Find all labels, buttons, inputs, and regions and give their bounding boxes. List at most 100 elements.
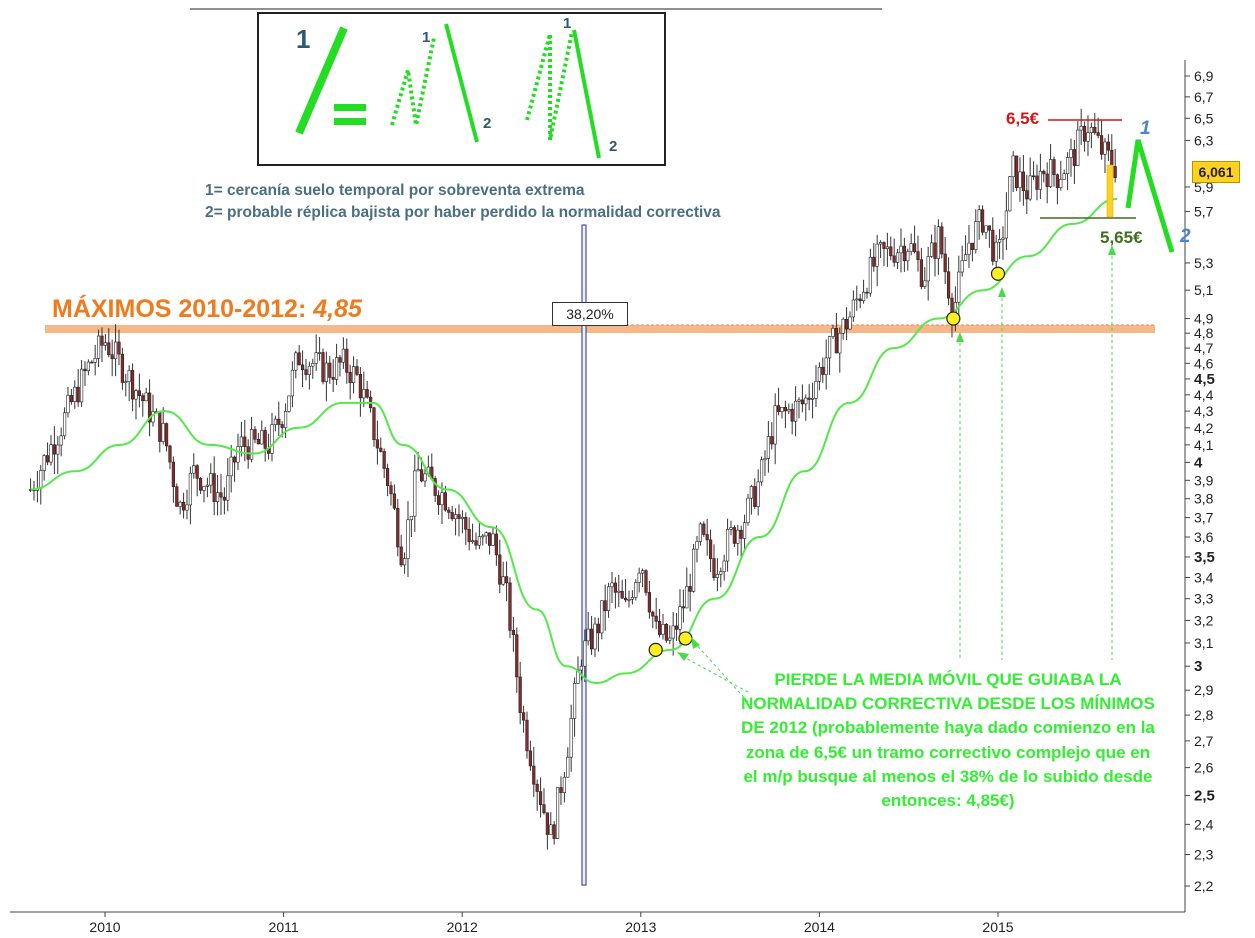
candle-body: [447, 509, 451, 513]
candle-body: [382, 451, 386, 469]
candle-body: [1110, 149, 1114, 167]
candle-body: [549, 824, 553, 835]
candle-body: [202, 486, 206, 491]
candle-body: [562, 776, 566, 793]
candle-body: [358, 374, 362, 399]
candle-body: [610, 582, 614, 588]
candle-body: [498, 554, 502, 585]
candle-body: [916, 251, 920, 260]
candle-body: [481, 535, 485, 538]
candle-body: [875, 243, 879, 267]
candle-body: [770, 436, 774, 445]
candle-body: [732, 527, 736, 544]
candle-body: [613, 582, 617, 593]
y-tick-label: 5,3: [1194, 255, 1214, 271]
y-tick-label: 2,3: [1194, 847, 1214, 863]
candle-body: [1086, 132, 1090, 142]
y-tick-label: 3,2: [1194, 612, 1214, 628]
candle-body: [1099, 135, 1104, 155]
x-tick-label: 2010: [89, 919, 120, 935]
candle-body: [511, 630, 515, 635]
candle-body: [634, 582, 638, 598]
candle-body: [606, 586, 611, 612]
candle-body: [865, 291, 869, 294]
candle-body: [1004, 210, 1008, 239]
candle-body: [980, 209, 985, 233]
candle-body: [644, 570, 648, 593]
candle-body: [59, 435, 63, 446]
x-tick-label: 2013: [625, 919, 656, 935]
candle-body: [827, 336, 832, 359]
candle-body: [817, 366, 821, 382]
candle-body: [76, 386, 80, 403]
candle-body: [749, 486, 753, 499]
candle-body: [399, 546, 403, 566]
legend-mark-1b: 1: [422, 29, 430, 46]
legend-mark-1c: 1: [563, 15, 571, 32]
candle-body: [664, 623, 668, 641]
candle-body: [1096, 132, 1100, 136]
candle-body: [889, 246, 893, 257]
candle-body: [195, 465, 199, 479]
candle-body: [766, 436, 770, 459]
projection-label-2: 2: [1179, 226, 1191, 247]
highlighted-lows: [648, 266, 1006, 657]
legend-line-2: 2= probable réplica bajista por haber pe…: [205, 204, 721, 221]
candle-body: [66, 395, 70, 414]
candle-body: [1011, 155, 1015, 177]
level-high-label: 6,5€: [1006, 109, 1040, 128]
candle-body: [375, 439, 379, 449]
y-axis-ticks: 6,96,76,56,35,95,75,35,14,94,84,74,64,54…: [1185, 68, 1215, 894]
y-tick-label: 6,5: [1194, 110, 1214, 126]
candle-body: [739, 529, 743, 539]
y-tick-label: 2,7: [1194, 733, 1214, 749]
legend-mark-2c: 2: [609, 138, 617, 155]
candle-body: [593, 623, 597, 650]
candle-body: [620, 590, 624, 599]
candle-body: [164, 423, 169, 447]
candle-body: [569, 718, 573, 758]
candle-body: [450, 512, 454, 520]
candle-body: [130, 370, 135, 400]
y-tick-label: 2,6: [1194, 760, 1214, 776]
y-tick-label: 3,1: [1194, 635, 1214, 651]
candle-body: [219, 492, 223, 498]
candle-body: [861, 291, 866, 302]
y-tick-label: 4,4: [1194, 387, 1214, 403]
y-tick-label: 4,8: [1194, 325, 1214, 341]
candle-body: [185, 504, 189, 511]
candle-body: [906, 251, 910, 262]
candle-body: [283, 411, 288, 428]
candle-body: [158, 411, 162, 442]
candle-body: [86, 361, 90, 372]
candle-body: [52, 444, 56, 455]
candle-body: [1093, 126, 1097, 133]
candle-body: [821, 366, 825, 375]
candle-body: [348, 372, 352, 383]
candle-body: [793, 400, 798, 422]
candle-body: [824, 357, 828, 375]
candle-body: [535, 783, 539, 792]
candle-body: [45, 455, 50, 463]
candle-body: [1038, 170, 1042, 190]
candle-body: [756, 481, 760, 507]
candle-body: [484, 532, 488, 537]
candle-body: [525, 719, 529, 752]
candle-body: [872, 256, 876, 267]
candle-body: [1025, 190, 1029, 200]
candle-body: [946, 271, 951, 299]
candle-body: [351, 366, 356, 383]
candle-body: [787, 409, 791, 412]
candle-body: [719, 571, 723, 575]
x-axis-ticks: 2010 2011 2012 2013 2014 2015: [89, 912, 1014, 935]
candle-body: [725, 529, 730, 562]
candle-body: [800, 399, 804, 405]
candle-body: [977, 209, 981, 222]
candle-body: [263, 430, 267, 449]
candle-body: [688, 586, 692, 592]
candle-body: [178, 501, 182, 507]
candle-body: [144, 392, 148, 402]
candle-body: [657, 620, 662, 635]
candle-body: [256, 438, 260, 445]
